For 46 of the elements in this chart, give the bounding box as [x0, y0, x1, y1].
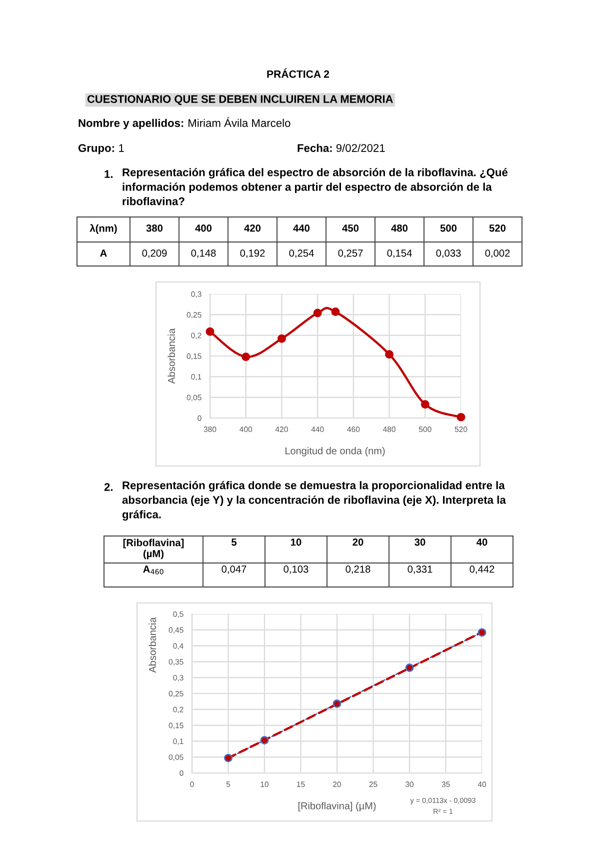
text: A$_{460}$ — [143, 566, 164, 574]
text: 0,047 — [222, 566, 246, 574]
text: 0,154 — [387, 250, 412, 258]
text: 9/02/2021 — [336, 144, 385, 152]
chart-title: PRÁCTICA 2 — [267, 68, 330, 78]
text: 0,257 — [338, 250, 363, 258]
text: A — [100, 250, 107, 257]
text: 400 — [195, 224, 212, 232]
text: 0,033 — [436, 250, 461, 258]
text: 420 — [244, 224, 261, 232]
text: 380 — [146, 224, 163, 232]
text: 0,103 — [284, 566, 308, 574]
text: 0,442 — [470, 566, 494, 574]
text: 450 — [342, 224, 359, 232]
text: 520 — [489, 224, 506, 232]
text: 10 — [291, 538, 302, 546]
x-axis-title: Longitud de onda (nm) — [286, 447, 385, 456]
text: [Riboflavina] (µM) — [123, 538, 184, 560]
text: Nombre y apellidos: — [78, 118, 184, 130]
text: Fecha: — [298, 144, 332, 152]
text: 440 — [293, 224, 310, 232]
text: Representación gráfica del espectro de absorción de la riboflavina. ¿Qué información podemos obtener a partir del espectro de absorción de la riboflavina? — [122, 168, 508, 206]
text: 1. — [104, 170, 112, 178]
text: 0,002 — [485, 250, 510, 258]
text: 2. — [104, 483, 112, 491]
y-axis-title: Absorbancia — [148, 617, 156, 673]
text: Miriam Ávila Marcelo — [188, 117, 290, 127]
text: 0,331 — [408, 566, 432, 574]
y-axis-title: Absorbancia — [168, 328, 176, 384]
x-axis-title: [Riboflavina] (µM) — [298, 802, 376, 812]
text: 0,218 — [346, 566, 370, 574]
text: 0,192 — [240, 250, 265, 258]
text: 40 — [476, 538, 488, 546]
text: Grupo: — [78, 144, 114, 154]
text: 1 — [119, 144, 124, 152]
text: 0,209 — [142, 250, 167, 258]
text: Representación gráfica donde se demuestra la proporcionalidad entre la absorbancia (eje Y) y la concentración de riboflavina (eje X). Interpreta la gráfica. — [122, 481, 506, 521]
text: 500 — [440, 224, 457, 232]
text: 0,254 — [289, 250, 314, 258]
text: 0,148 — [191, 250, 216, 258]
text: λ(nm) — [90, 224, 117, 234]
text: 5 — [231, 538, 237, 546]
chart-subtitle: CUESTIONARIO QUE SE DEBEN INCLUIREN LA MEMORIA — [87, 95, 393, 105]
text: 20 — [352, 538, 364, 546]
text: 30 — [414, 538, 426, 546]
text: 480 — [391, 224, 408, 232]
